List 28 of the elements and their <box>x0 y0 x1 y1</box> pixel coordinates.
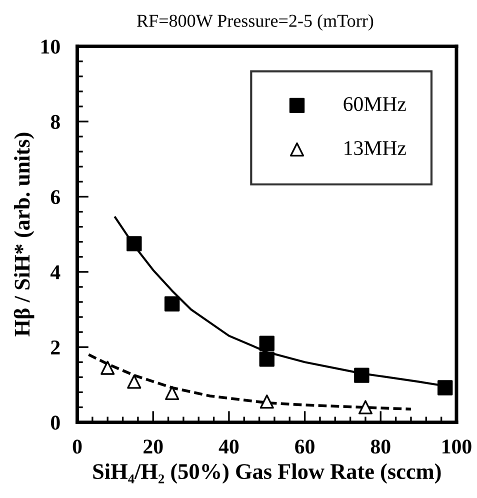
y-tick-label: 10 <box>41 40 60 54</box>
x-tick-label: 20 <box>144 440 163 454</box>
y-tick-label: 6 <box>50 190 60 204</box>
chart-title: RF=800W Pressure=2-5 (mTorr) <box>137 14 374 31</box>
y-tick-label: 2 <box>51 340 60 354</box>
point <box>259 352 274 367</box>
point <box>354 368 370 383</box>
y-axis-title: Hβ / SiH* (arb. units) <box>14 132 34 336</box>
point <box>260 394 274 409</box>
x-tick-label: 80 <box>370 440 390 454</box>
point <box>259 336 274 351</box>
legend-label: 13MHz <box>344 141 406 156</box>
x-tick-label: 60 <box>295 440 314 454</box>
x-axis-title: SiH₄/H₂ (50%) Gas Flow Rate (sccm) <box>93 463 441 484</box>
point <box>126 236 142 252</box>
x-tick-label: 100 <box>442 440 472 454</box>
point <box>127 374 142 389</box>
y-tick-label: 8 <box>50 114 60 129</box>
point <box>358 400 373 414</box>
point <box>165 386 180 400</box>
x-tick-label: 0 <box>72 440 82 454</box>
point <box>438 380 453 396</box>
y-tick-label: 0 <box>50 416 60 430</box>
y-tick-label: 4 <box>50 265 60 280</box>
point <box>100 360 115 375</box>
legend-label: 60MHz <box>344 97 406 112</box>
point <box>164 296 180 312</box>
x-tick-label: 40 <box>218 440 239 454</box>
